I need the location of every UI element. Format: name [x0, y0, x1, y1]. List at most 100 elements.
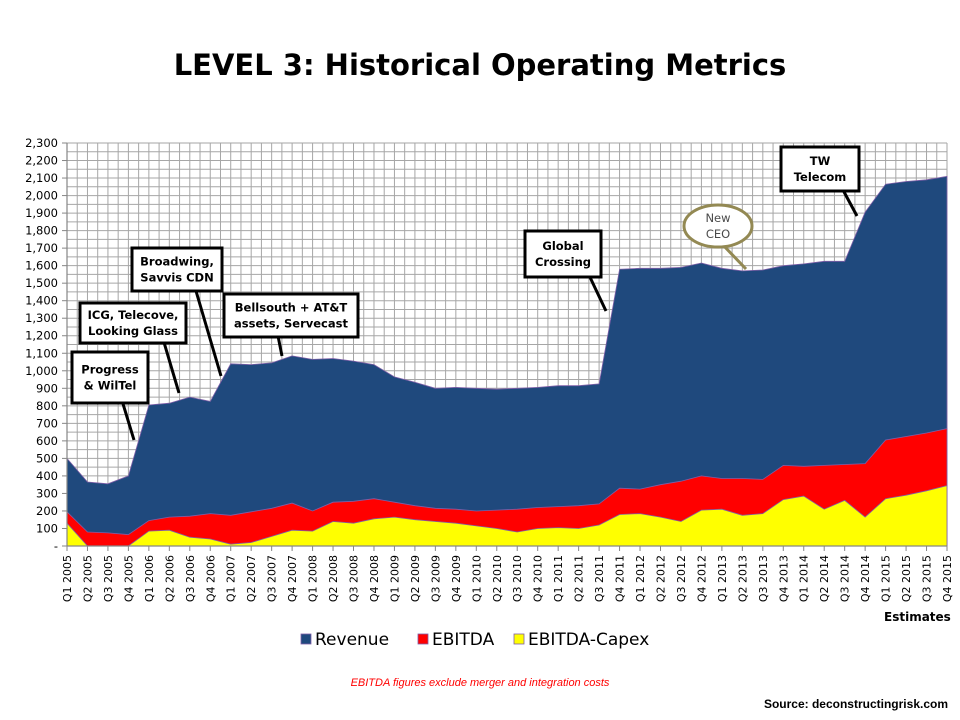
x-tick-label: Q2 2008	[327, 555, 340, 602]
x-tick-label: Q4 2012	[695, 555, 708, 602]
y-tick-label: 200	[36, 504, 58, 518]
annotation-label: & WilTel	[84, 379, 137, 393]
x-tick-label: Q1 2005	[61, 555, 74, 602]
x-tick-label: Q2 2014	[818, 555, 831, 602]
annotation-label: ICG, Telecove,	[88, 308, 179, 322]
annotation-label: New	[705, 211, 730, 225]
y-tick-label: 700	[36, 416, 58, 430]
axes	[66, 143, 947, 547]
x-tick-label: Q4 2010	[532, 555, 545, 602]
y-tick-label: 1,200	[25, 329, 58, 343]
annotation-label: Looking Glass	[88, 324, 178, 338]
x-tick-label: Q2 2015	[900, 555, 913, 602]
y-tick-label: 1,800	[25, 224, 58, 238]
y-tick-label: 2,100	[25, 171, 58, 185]
annotation-label: Crossing	[535, 255, 591, 269]
chart-title: LEVEL 3: Historical Operating Metrics	[173, 48, 787, 82]
legend-swatch	[513, 633, 525, 645]
y-tick-label: 400	[36, 469, 58, 483]
area-series	[66, 175, 948, 547]
annotation: TW Telecom	[779, 145, 861, 217]
x-tick-label: Q3 2009	[429, 555, 442, 602]
area-ebitda-capex	[66, 485, 948, 547]
x-tick-label: Q1 2013	[716, 555, 729, 602]
x-tick-label: Q1 2014	[798, 555, 811, 602]
x-tick-label: Q4 2014	[859, 555, 872, 602]
annotation: New CEO	[682, 203, 754, 271]
annotation-leader-line	[841, 189, 859, 217]
y-tick-label: 500	[36, 451, 58, 465]
legend-swatch	[300, 633, 312, 645]
legend-label: Revenue	[315, 630, 389, 650]
annotation-box	[222, 292, 360, 339]
legend: Revenue EBITDA EBITDA-Capex	[300, 630, 649, 650]
estimates-label: Estimates	[884, 610, 951, 624]
annotation-box	[70, 350, 150, 405]
x-tick-label: Q2 2013	[736, 555, 749, 602]
annotation-label: Bellsouth + AT&T	[235, 301, 348, 315]
source-label: Source: deconstructingrisk.com	[763, 697, 948, 711]
legend-label: EBITDA-Capex	[528, 630, 649, 650]
y-tick-label: 1,400	[25, 294, 58, 308]
x-tick-label: Q3 2012	[675, 555, 688, 602]
x-tick-label: Q1 2010	[470, 555, 483, 602]
x-tick-label: Q1 2011	[552, 555, 565, 602]
y-tick-label: 2,200	[25, 154, 58, 168]
y-tick-label: 300	[36, 486, 58, 500]
annotation-label: Progress	[81, 363, 139, 377]
x-tick-label: Q4 2005	[122, 555, 135, 602]
x-tick-label: Q2 2012	[654, 555, 667, 602]
annotation-box	[779, 145, 861, 193]
x-tick-label: Q2 2009	[409, 555, 422, 602]
y-tick-label: 1,500	[25, 276, 58, 290]
annotation-label: Telecom	[794, 170, 847, 184]
x-tick-label: Q1 2007	[225, 555, 238, 602]
annotation-label: Savvis CDN	[140, 271, 213, 285]
annotation-label: TW	[810, 154, 831, 168]
x-tick-label: Q3 2015	[921, 555, 934, 602]
y-tick-label: 100	[36, 521, 58, 535]
annotation-label: CEO	[706, 227, 730, 241]
annotation: ICG, Telecove, Looking Glass	[78, 301, 188, 394]
y-tick-label: 2,000	[25, 189, 58, 203]
x-tick-label: Q4 2008	[368, 555, 381, 602]
x-tick-label: Q3 2006	[184, 555, 197, 602]
annotations: Progress & WilTel ICG, Telecove, Looking Gl…	[70, 145, 861, 441]
x-tick-label: Q3 2005	[102, 555, 115, 602]
footnote: EBITDA figures exclude merger and integr…	[350, 677, 610, 689]
annotation: Bellsouth + AT&T assets, Servecast	[222, 292, 360, 357]
x-tick-label: Q4 2009	[450, 555, 463, 602]
x-tick-label: Q3 2008	[348, 555, 361, 602]
x-tick-label: Q2 2007	[245, 555, 258, 602]
x-tick-label: Q1 2006	[143, 555, 156, 602]
annotation-leader-line	[194, 290, 223, 377]
annotation-leader-line	[161, 338, 181, 394]
annotation-box	[78, 301, 188, 345]
y-tick-label: 1,000	[25, 364, 58, 378]
x-tick-label: Q4 2011	[614, 555, 627, 602]
x-tick-label: Q3 2010	[511, 555, 524, 602]
y-tick-label: 1,700	[25, 241, 58, 255]
annotation-box	[130, 246, 224, 293]
annotation-label: Global	[542, 239, 583, 253]
annotation-box	[523, 229, 603, 279]
annotation: Global Crossing	[523, 229, 608, 312]
x-tick-label: Q1 2008	[307, 555, 320, 602]
annotation: Broadwing, Savvis CDN	[130, 246, 224, 377]
y-tick-label: 1,600	[25, 259, 58, 273]
y-tick-label: 900	[36, 381, 58, 395]
area-revenue	[66, 175, 948, 547]
y-tick-label: 1,300	[25, 311, 58, 325]
x-tick-label: Q2 2011	[573, 555, 586, 602]
y-tick-label: 800	[36, 399, 58, 413]
x-tick-label: Q2 2006	[163, 555, 176, 602]
x-tick-label: Q4 2015	[941, 555, 954, 602]
annotation-leader-line	[720, 242, 748, 271]
x-tick-label: Q3 2007	[266, 555, 279, 602]
x-tick-label: Q2 2005	[81, 555, 94, 602]
x-tick-label: Q1 2009	[388, 555, 401, 602]
annotation-label: assets, Servecast	[234, 317, 348, 331]
x-tick-label: Q1 2012	[634, 555, 647, 602]
annotation: Progress & WilTel	[70, 350, 150, 441]
